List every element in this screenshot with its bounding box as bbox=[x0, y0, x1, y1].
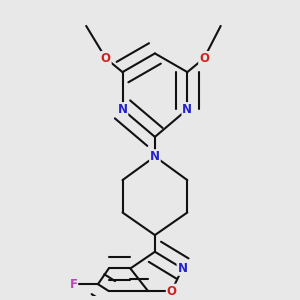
Text: O: O bbox=[199, 52, 209, 65]
Text: N: N bbox=[177, 262, 188, 275]
Text: N: N bbox=[118, 103, 128, 116]
Text: N: N bbox=[150, 150, 160, 163]
Text: O: O bbox=[167, 285, 177, 298]
Text: N: N bbox=[182, 103, 192, 116]
Text: O: O bbox=[101, 52, 111, 65]
Text: F: F bbox=[69, 278, 77, 291]
